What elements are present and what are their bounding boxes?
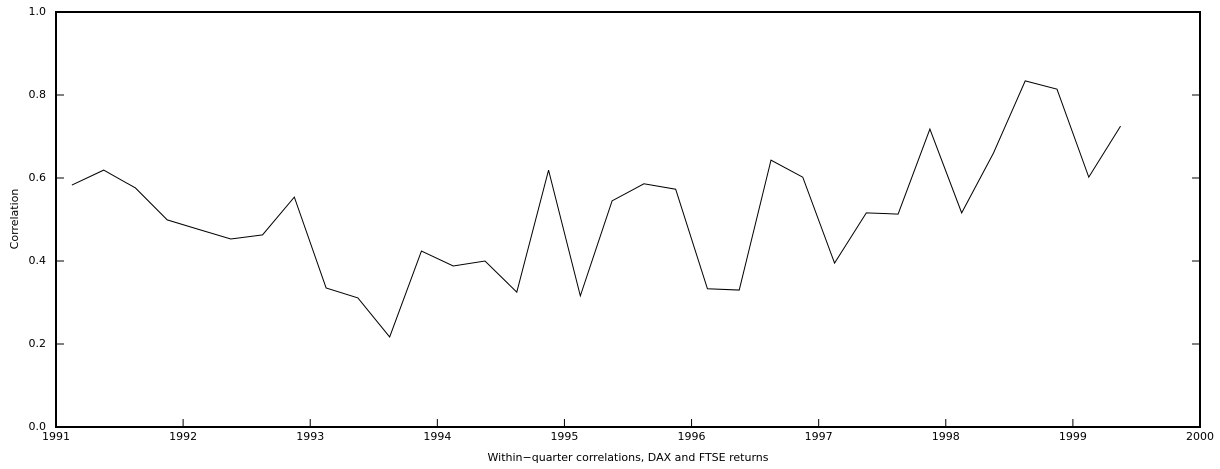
x-tick-label: 1994 — [423, 430, 451, 443]
x-tick-label: 1991 — [42, 430, 70, 443]
y-tick-label: 0.8 — [29, 88, 47, 101]
y-tick-label: 0.6 — [29, 171, 47, 184]
plot-frame — [55, 11, 1201, 428]
y-axis-label: Correlation — [8, 189, 21, 250]
x-tick-label: 1995 — [550, 430, 578, 443]
x-tick-label: 1996 — [678, 430, 706, 443]
y-tick-label: 0.0 — [29, 420, 47, 433]
line — [71, 80, 1121, 338]
x-axis-label: Within−quarter correlations, DAX and FTS… — [488, 451, 769, 464]
x-tick-label: 1993 — [296, 430, 324, 443]
x-tick-label: 1998 — [932, 430, 960, 443]
x-tick-label: 2000 — [1186, 430, 1214, 443]
y-tick-label: 1.0 — [29, 5, 47, 18]
y-tick-label: 0.4 — [29, 254, 47, 267]
x-tick-label: 1997 — [805, 430, 833, 443]
x-tick-label: 1999 — [1059, 430, 1087, 443]
y-tick-label: 0.2 — [29, 337, 47, 350]
x-tick-label: 1992 — [169, 430, 197, 443]
